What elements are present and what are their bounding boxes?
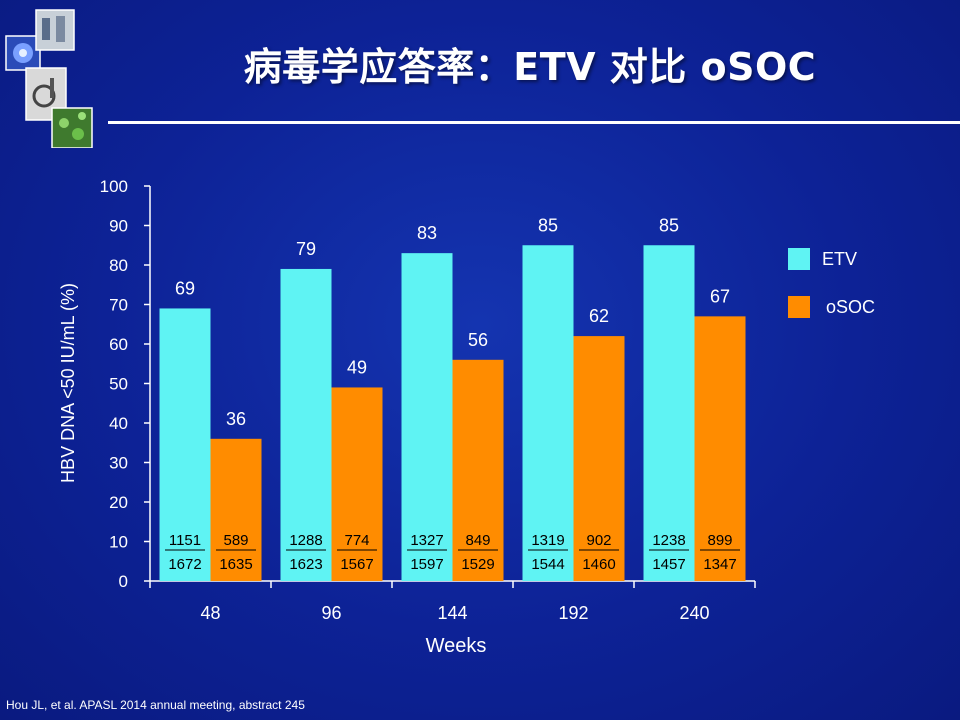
y-tick-label: 30 — [109, 454, 128, 473]
y-axis-label: HBV DNA <50 IU/mL (%) — [58, 283, 78, 483]
x-axis: 48 96 144 192 240 — [149, 580, 756, 623]
data-label: 56 — [468, 330, 488, 350]
legend-item-etv: ETV — [788, 248, 857, 270]
count-numerator: 1238 — [652, 532, 685, 549]
y-tick-label: 100 — [100, 177, 128, 196]
bar-etv-48 — [159, 308, 211, 581]
y-tick-label: 60 — [109, 335, 128, 354]
count-denominator: 1544 — [531, 556, 564, 573]
lab-equipment-icon — [25, 67, 67, 121]
data-label: 85 — [538, 215, 558, 235]
count-numerator: 589 — [223, 532, 248, 549]
citation-footer: Hou JL, et al. APASL 2014 annual meeting… — [6, 698, 305, 712]
count-numerator: 1319 — [531, 532, 564, 549]
y-tick-label: 20 — [109, 493, 128, 512]
counts-group: 1151 1672 589 1635 1288 1623 774 1567 1327 1597 84… — [165, 532, 740, 573]
bar-etv-96 — [280, 268, 332, 581]
decorative-image-collage — [5, 9, 93, 148]
legend-swatch-etv — [788, 248, 810, 270]
count-numerator: 1151 — [169, 532, 201, 549]
cell-culture-icon — [51, 107, 93, 148]
data-label: 85 — [659, 215, 679, 235]
y-tick-label: 10 — [109, 533, 128, 552]
count-denominator: 1529 — [461, 556, 494, 573]
count-numerator: 899 — [707, 532, 732, 549]
count-denominator: 1457 — [652, 556, 685, 573]
bar-osoc-96 — [331, 387, 383, 581]
flower-microscopy-icon — [5, 35, 41, 71]
data-label: 49 — [347, 357, 367, 377]
y-tick-label: 70 — [109, 296, 128, 315]
x-tick-label: 240 — [679, 603, 709, 623]
y-tick-label: 50 — [109, 375, 128, 394]
lab-people-photo-icon — [35, 9, 75, 51]
data-label: 36 — [226, 409, 246, 429]
count-denominator: 1623 — [289, 556, 322, 573]
bar-etv-240 — [643, 245, 695, 581]
data-label: 69 — [175, 278, 195, 298]
count-denominator: 1597 — [410, 556, 443, 573]
legend-item-osoc: oSOC — [788, 296, 875, 318]
y-tick-label: 90 — [109, 217, 128, 236]
count-denominator: 1635 — [219, 556, 252, 573]
count-denominator: 1567 — [340, 556, 373, 573]
y-tick-label: 0 — [119, 572, 128, 591]
page-title: 病毒学应答率：ETV 对比 oSOC — [243, 45, 817, 89]
bar-osoc-144 — [452, 359, 504, 581]
bar-osoc-48 — [210, 438, 262, 581]
count-numerator: 849 — [465, 532, 490, 549]
legend-label-osoc: oSOC — [826, 296, 876, 317]
y-tick-label: 40 — [109, 414, 128, 433]
bars-group — [159, 245, 746, 581]
x-tick-label: 144 — [437, 603, 467, 623]
legend-label-etv: ETV — [822, 248, 858, 269]
data-label: 83 — [417, 223, 437, 243]
title-divider — [108, 121, 960, 124]
count-denominator: 1672 — [168, 556, 201, 573]
data-label: 67 — [710, 286, 730, 306]
bar-osoc-240 — [694, 316, 746, 581]
bar-osoc-192 — [573, 336, 625, 581]
count-denominator: 1460 — [582, 556, 615, 573]
y-axis: 0 10 20 30 40 50 60 70 80 90 100 — [100, 177, 151, 591]
x-tick-label: 48 — [200, 603, 220, 623]
count-numerator: 902 — [586, 532, 611, 549]
x-axis-label: Weeks — [426, 635, 487, 657]
count-denominator: 1347 — [703, 556, 736, 573]
data-label: 79 — [296, 239, 316, 259]
count-numerator: 1288 — [289, 532, 322, 549]
legend-swatch-osoc — [788, 296, 810, 318]
bar-etv-192 — [522, 245, 574, 581]
x-tick-label: 192 — [558, 603, 588, 623]
y-tick-label: 80 — [109, 256, 128, 275]
data-label: 62 — [589, 306, 609, 326]
x-tick-label: 96 — [321, 603, 341, 623]
count-numerator: 1327 — [410, 532, 443, 549]
bar-etv-144 — [401, 253, 453, 581]
count-numerator: 774 — [344, 532, 369, 549]
data-labels-group: 69 36 79 49 83 56 85 62 85 67 — [175, 215, 730, 429]
